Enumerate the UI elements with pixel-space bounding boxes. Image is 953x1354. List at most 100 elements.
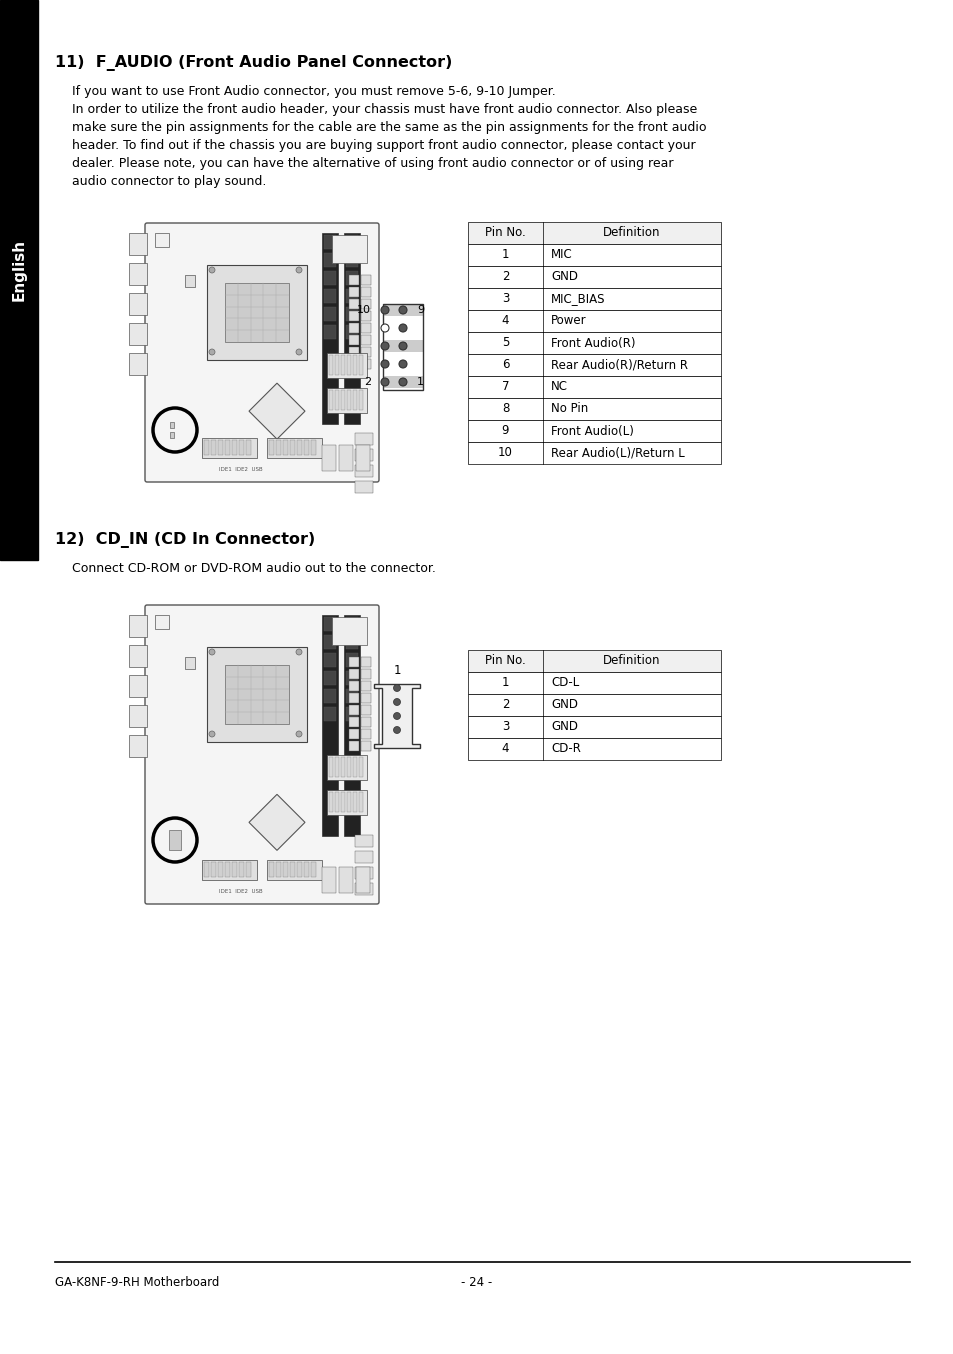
Bar bbox=[346, 236, 357, 249]
Bar bbox=[290, 440, 294, 455]
Bar bbox=[225, 862, 230, 877]
Circle shape bbox=[398, 360, 407, 368]
Bar bbox=[468, 738, 720, 760]
Text: Front Audio(R): Front Audio(R) bbox=[551, 337, 635, 349]
Bar bbox=[239, 862, 244, 877]
Circle shape bbox=[393, 699, 400, 705]
Bar bbox=[225, 283, 289, 343]
Text: 10: 10 bbox=[356, 305, 371, 315]
Bar bbox=[355, 448, 373, 460]
Bar bbox=[332, 236, 367, 263]
Bar bbox=[232, 862, 236, 877]
Bar bbox=[360, 324, 371, 333]
Bar bbox=[349, 287, 358, 297]
Circle shape bbox=[393, 685, 400, 692]
Text: 4: 4 bbox=[501, 314, 509, 328]
Bar bbox=[296, 440, 302, 455]
Bar bbox=[349, 741, 358, 751]
Bar bbox=[346, 253, 357, 267]
Bar bbox=[246, 862, 251, 877]
Bar bbox=[332, 617, 367, 645]
Bar bbox=[382, 322, 422, 334]
Bar bbox=[360, 741, 371, 751]
Bar bbox=[468, 441, 720, 464]
Bar bbox=[360, 347, 371, 357]
Bar bbox=[338, 445, 353, 471]
Bar bbox=[349, 681, 358, 691]
Text: 1: 1 bbox=[501, 677, 509, 689]
Text: 3: 3 bbox=[501, 720, 509, 734]
Circle shape bbox=[209, 267, 214, 274]
Bar bbox=[346, 271, 357, 284]
Bar bbox=[225, 665, 289, 724]
Bar bbox=[358, 757, 363, 776]
Bar bbox=[353, 355, 356, 375]
Bar bbox=[129, 263, 147, 284]
Bar bbox=[349, 657, 358, 668]
Bar bbox=[347, 757, 351, 776]
Bar bbox=[355, 834, 373, 846]
Bar bbox=[170, 432, 173, 437]
Bar bbox=[218, 862, 223, 877]
Bar bbox=[358, 792, 363, 811]
Bar bbox=[296, 862, 302, 877]
Text: 1: 1 bbox=[416, 376, 423, 387]
Circle shape bbox=[380, 343, 389, 349]
Text: IDE1  IDE2  USB: IDE1 IDE2 USB bbox=[219, 467, 262, 473]
Text: Rear Audio(L)/Return L: Rear Audio(L)/Return L bbox=[551, 447, 684, 459]
Circle shape bbox=[209, 349, 214, 355]
Bar bbox=[311, 440, 315, 455]
Text: header. To find out if the chassis you are buying support front audio connector,: header. To find out if the chassis you a… bbox=[71, 139, 695, 152]
Bar bbox=[349, 347, 358, 357]
Bar bbox=[154, 233, 169, 246]
Bar bbox=[225, 440, 230, 455]
Bar bbox=[335, 757, 338, 776]
Bar bbox=[324, 707, 335, 720]
Bar bbox=[269, 862, 274, 877]
Bar bbox=[355, 883, 373, 895]
Bar bbox=[129, 615, 147, 636]
Text: Front Audio(L): Front Audio(L) bbox=[551, 425, 633, 437]
Polygon shape bbox=[374, 684, 419, 747]
Text: 6: 6 bbox=[501, 359, 509, 371]
Bar bbox=[344, 615, 359, 837]
Text: In order to utilize the front audio header, your chassis must have front audio c: In order to utilize the front audio head… bbox=[71, 103, 697, 116]
Bar bbox=[340, 792, 345, 811]
Text: English: English bbox=[11, 238, 27, 301]
Circle shape bbox=[398, 306, 407, 314]
Bar bbox=[246, 440, 251, 455]
Bar bbox=[349, 718, 358, 727]
Circle shape bbox=[295, 349, 302, 355]
Bar bbox=[322, 445, 335, 471]
Bar bbox=[347, 355, 351, 375]
Text: Rear Audio(R)/Return R: Rear Audio(R)/Return R bbox=[551, 359, 687, 371]
Bar bbox=[335, 355, 338, 375]
Text: Definition: Definition bbox=[602, 654, 660, 668]
Bar bbox=[344, 233, 359, 424]
Text: make sure the pin assignments for the cable are the same as the pin assignments : make sure the pin assignments for the ca… bbox=[71, 121, 706, 134]
Bar bbox=[358, 390, 363, 409]
Bar bbox=[349, 359, 358, 370]
Bar bbox=[382, 305, 422, 315]
Bar bbox=[324, 325, 335, 338]
Circle shape bbox=[398, 343, 407, 349]
Bar bbox=[346, 707, 357, 720]
Bar bbox=[349, 693, 358, 703]
Bar bbox=[468, 672, 720, 695]
Bar bbox=[169, 830, 181, 850]
Text: dealer. Please note, you can have the alternative of using front audio connector: dealer. Please note, you can have the al… bbox=[71, 157, 673, 171]
Bar bbox=[329, 355, 333, 375]
Bar bbox=[207, 265, 307, 360]
Bar bbox=[204, 862, 209, 877]
Bar bbox=[290, 862, 294, 877]
Bar bbox=[346, 307, 357, 321]
Bar bbox=[360, 693, 371, 703]
Bar bbox=[327, 387, 367, 413]
Circle shape bbox=[398, 324, 407, 332]
Bar bbox=[353, 792, 356, 811]
Bar bbox=[185, 657, 194, 669]
Bar bbox=[267, 437, 322, 458]
Text: Pin No.: Pin No. bbox=[485, 654, 525, 668]
Bar bbox=[468, 222, 720, 244]
Bar bbox=[346, 689, 357, 703]
